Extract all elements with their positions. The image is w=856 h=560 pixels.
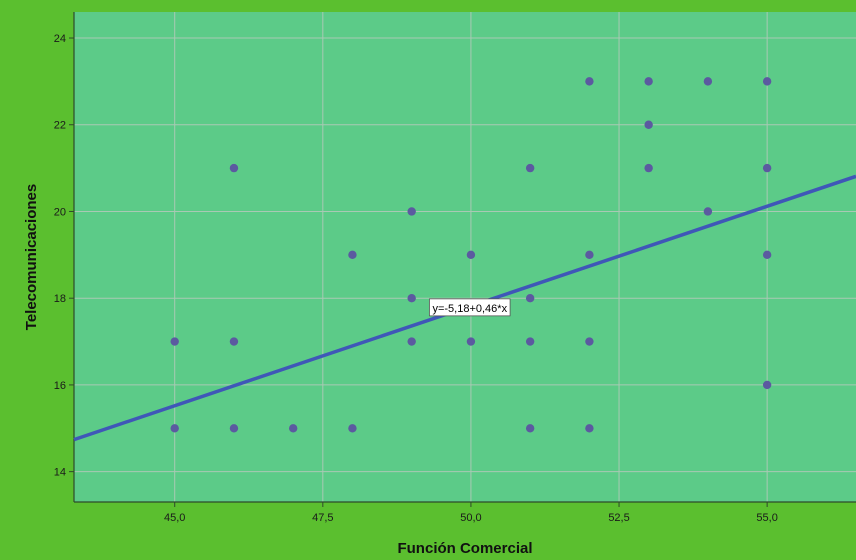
- x-tick-label: 47,5: [312, 512, 333, 524]
- y-tick-label: 16: [54, 380, 66, 392]
- data-point: [407, 337, 416, 346]
- data-point: [762, 163, 772, 173]
- data-point: [525, 293, 535, 303]
- x-tick-label: 52,5: [608, 512, 629, 524]
- x-tick-label: 45,0: [164, 512, 185, 524]
- data-point: [288, 424, 298, 433]
- data-point: [348, 250, 357, 260]
- data-point: [703, 207, 713, 216]
- data-points: [170, 77, 772, 433]
- data-point: [644, 77, 653, 86]
- y-axis-title: Telecomunicaciones: [23, 184, 40, 330]
- data-point: [762, 250, 772, 260]
- y-tick-label: 18: [54, 293, 66, 305]
- x-tick-label: 50,0: [460, 512, 481, 524]
- plot-area: [74, 12, 856, 502]
- data-point: [525, 163, 535, 173]
- data-point: [762, 77, 772, 86]
- x-axis-title: Función Comercial: [397, 540, 532, 557]
- y-tick-label: 24: [54, 33, 66, 45]
- data-point: [466, 250, 476, 260]
- data-point: [407, 207, 416, 216]
- data-point: [525, 424, 535, 433]
- data-point: [229, 424, 239, 433]
- y-tick-label: 14: [54, 467, 66, 479]
- data-point: [585, 424, 594, 433]
- data-point: [407, 293, 416, 303]
- data-point: [229, 163, 239, 173]
- data-point: [762, 380, 772, 390]
- data-point: [466, 337, 476, 346]
- data-point: [229, 337, 239, 346]
- data-point: [585, 337, 594, 346]
- data-point: [525, 337, 535, 346]
- fit-line-group: y=-5,18+0,46*x: [73, 174, 856, 442]
- y-tick-label: 20: [54, 206, 66, 218]
- data-point: [644, 163, 653, 173]
- data-point: [170, 337, 179, 346]
- data-point: [585, 77, 594, 86]
- data-point: [644, 120, 653, 129]
- data-point: [585, 250, 594, 260]
- axes: 45,0 47,5 50,0 52,5 55,0 14 16 18 20 22 24: [54, 12, 856, 524]
- data-point: [170, 424, 179, 433]
- data-point: [348, 424, 357, 433]
- equation-label-box: [429, 298, 511, 317]
- y-tick-label: 22: [54, 120, 66, 132]
- data-point: [703, 77, 713, 86]
- x-tick-label: 55,0: [756, 512, 777, 524]
- equation-label: y=-5,18+0,46*x: [432, 303, 507, 315]
